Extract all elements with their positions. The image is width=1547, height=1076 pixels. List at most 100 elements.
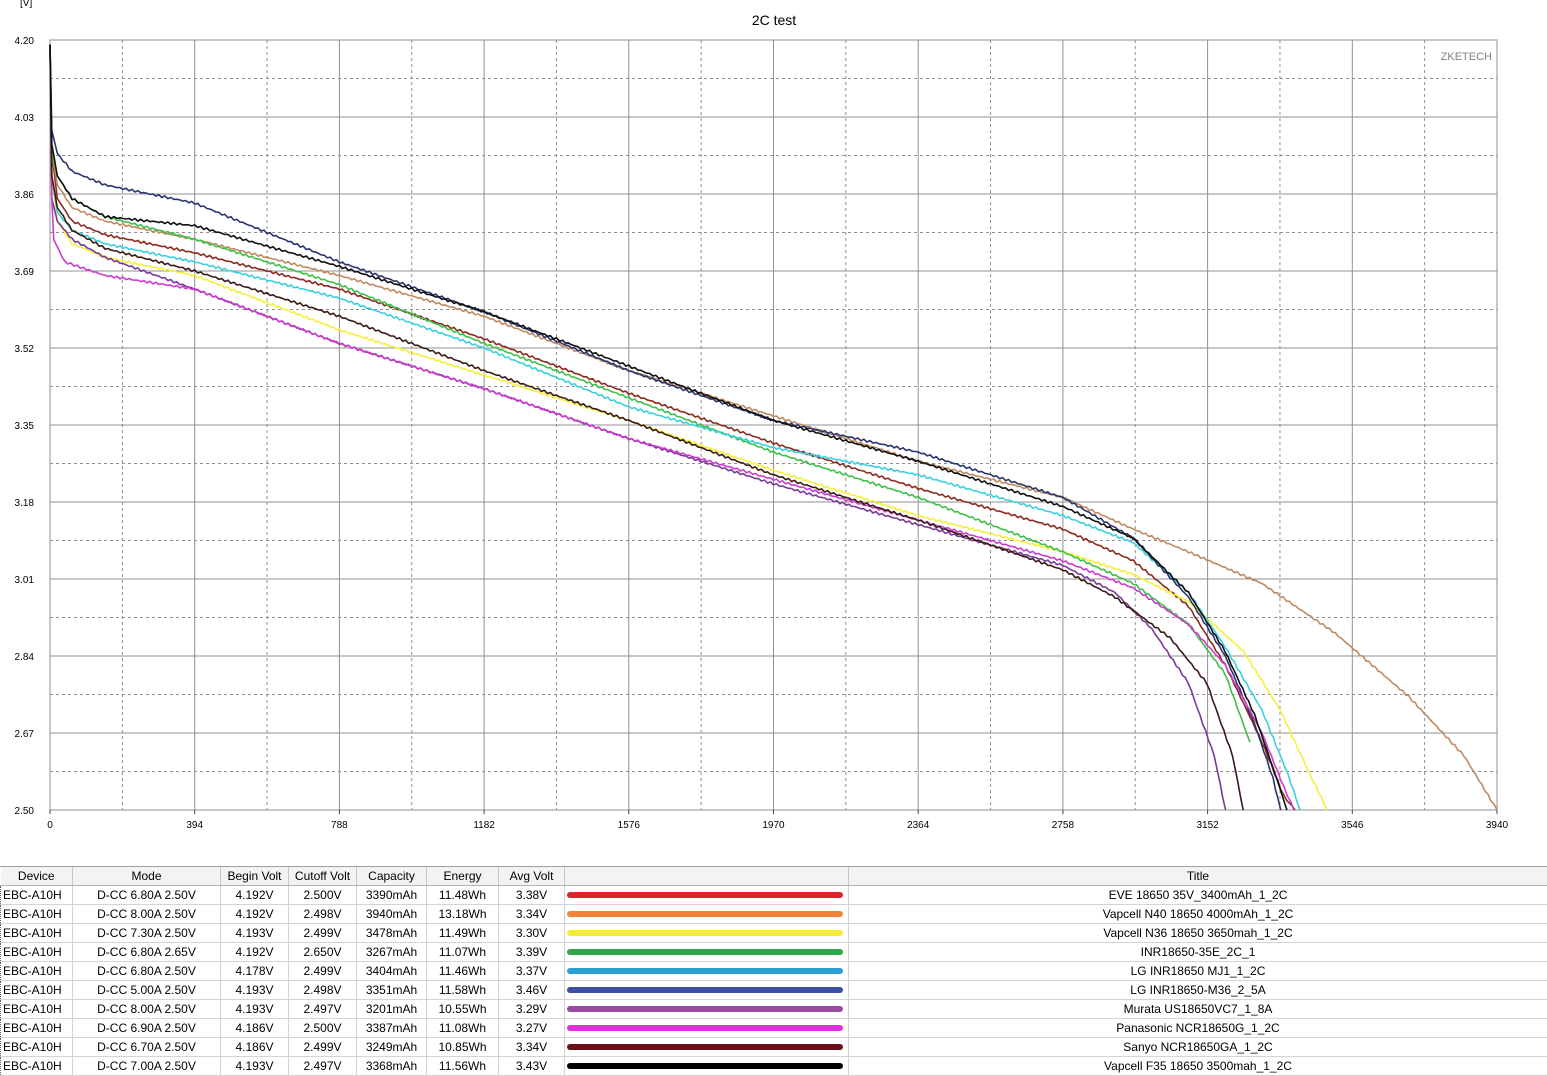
y-tick-label: 2.67 [15, 729, 35, 740]
cell-cutoff-volt: 2.498V [289, 905, 357, 924]
header-capacity[interactable]: Capacity [357, 867, 427, 886]
cell-device: EBC-A10H [1, 943, 73, 962]
cell-cutoff-volt: 2.650V [289, 943, 357, 962]
header-line-color[interactable] [565, 867, 849, 886]
cell-device: EBC-A10H [1, 924, 73, 943]
grid-lines [50, 40, 1497, 810]
cell-capacity: 3368mAh [357, 1057, 427, 1076]
cell-avg-volt: 3.34V [499, 1038, 565, 1057]
line-color-swatch [567, 1044, 843, 1050]
y-tick-label: 2.50 [15, 806, 35, 817]
cell-avg-volt: 3.46V [499, 981, 565, 1000]
cell-energy: 13.18Wh [427, 905, 499, 924]
line-color-swatch [567, 968, 843, 974]
cell-begin-volt: 4.193V [221, 1000, 289, 1019]
cell-mode: D-CC 7.00A 2.50V [73, 1057, 221, 1076]
y-tick-label: 3.86 [15, 190, 35, 201]
x-tick-label: 2758 [1052, 820, 1075, 831]
cell-avg-volt: 3.38V [499, 886, 565, 905]
header-energy[interactable]: Energy [427, 867, 499, 886]
cell-cutoff-volt: 2.500V [289, 1019, 357, 1038]
cell-device: EBC-A10H [1, 1057, 73, 1076]
cell-title: Panasonic NCR18650G_1_2C [849, 1019, 1547, 1038]
cell-line-color [565, 886, 849, 905]
cell-begin-volt: 4.186V [221, 1019, 289, 1038]
line-color-swatch [567, 949, 843, 955]
table-header-row: Device Mode Begin Volt Cutoff Volt Capac… [1, 867, 1547, 886]
cell-mode: D-CC 7.30A 2.50V [73, 924, 221, 943]
cell-line-color [565, 1038, 849, 1057]
cell-device: EBC-A10H [1, 1019, 73, 1038]
cell-begin-volt: 4.193V [221, 1057, 289, 1076]
cell-begin-volt: 4.193V [221, 924, 289, 943]
cell-capacity: 3201mAh [357, 1000, 427, 1019]
line-color-swatch [567, 1063, 843, 1069]
cell-avg-volt: 3.30V [499, 924, 565, 943]
x-tick-label: 1182 [473, 820, 495, 831]
cell-cutoff-volt: 2.498V [289, 981, 357, 1000]
cell-line-color [565, 962, 849, 981]
cell-energy: 11.56Wh [427, 1057, 499, 1076]
cell-energy: 10.55Wh [427, 1000, 499, 1019]
header-avg-volt[interactable]: Avg Volt [499, 867, 565, 886]
cell-device: EBC-A10H [1, 886, 73, 905]
cell-title: INR18650-35E_2C_1 [849, 943, 1547, 962]
line-color-swatch [567, 1006, 843, 1012]
header-title[interactable]: Title [849, 867, 1547, 886]
x-tick-label: 1576 [618, 820, 641, 831]
cell-device: EBC-A10H [1, 1038, 73, 1057]
cell-begin-volt: 4.192V [221, 905, 289, 924]
cell-title: LG INR18650 MJ1_1_2C [849, 962, 1547, 981]
x-tick-label: 3546 [1341, 820, 1364, 831]
cell-avg-volt: 3.43V [499, 1057, 565, 1076]
cell-device: EBC-A10H [1, 905, 73, 924]
cell-avg-volt: 3.39V [499, 943, 565, 962]
y-tick-label: 3.01 [15, 575, 35, 586]
cell-avg-volt: 3.37V [499, 962, 565, 981]
cell-energy: 11.46Wh [427, 962, 499, 981]
cell-cutoff-volt: 2.499V [289, 962, 357, 981]
x-tick-label: 1970 [762, 820, 785, 831]
cell-begin-volt: 4.193V [221, 981, 289, 1000]
cell-line-color [565, 1019, 849, 1038]
cell-line-color [565, 981, 849, 1000]
cell-begin-volt: 4.186V [221, 1038, 289, 1057]
results-table-panel: Device Mode Begin Volt Cutoff Volt Capac… [0, 866, 1547, 1076]
cell-mode: D-CC 6.80A 2.50V [73, 962, 221, 981]
cell-avg-volt: 3.34V [499, 905, 565, 924]
x-tick-label: 788 [331, 820, 348, 831]
y-tick-label: 3.18 [15, 498, 35, 509]
y-tick-label: 3.52 [15, 344, 35, 355]
cell-title: Vapcell F35 18650 3500mah_1_2C [849, 1057, 1547, 1076]
cell-line-color [565, 943, 849, 962]
line-color-swatch [567, 930, 843, 936]
cell-capacity: 3390mAh [357, 886, 427, 905]
header-begin-volt[interactable]: Begin Volt [221, 867, 289, 886]
watermark-label: ZKETECH [1441, 51, 1492, 63]
cell-title: Vapcell N40 18650 4000mAh_1_2C [849, 905, 1547, 924]
cell-line-color [565, 905, 849, 924]
line-color-swatch [567, 892, 843, 898]
cell-capacity: 3404mAh [357, 962, 427, 981]
cell-line-color [565, 924, 849, 943]
cell-mode: D-CC 6.70A 2.50V [73, 1038, 221, 1057]
cell-energy: 11.49Wh [427, 924, 499, 943]
x-tick-label: 0 [47, 820, 53, 831]
cell-energy: 11.48Wh [427, 886, 499, 905]
x-tick-label: 394 [186, 820, 203, 831]
header-mode[interactable]: Mode [73, 867, 221, 886]
header-device[interactable]: Device [1, 867, 73, 886]
header-cutoff-volt[interactable]: Cutoff Volt [289, 867, 357, 886]
cell-avg-volt: 3.29V [499, 1000, 565, 1019]
